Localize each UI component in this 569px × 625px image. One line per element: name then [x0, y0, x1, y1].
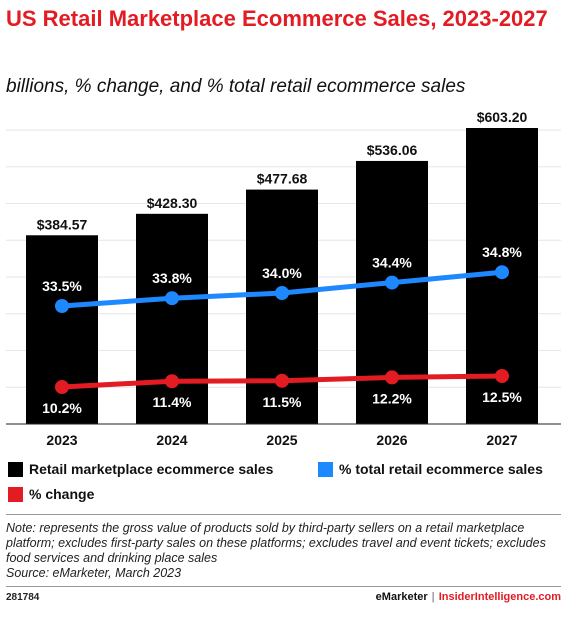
share-point: [385, 275, 399, 290]
change-label: 10.2%: [42, 400, 82, 416]
change-label: 11.4%: [153, 394, 192, 410]
change-label: 12.2%: [372, 390, 412, 406]
x-tick-label: 2025: [266, 432, 297, 448]
legend-swatch-sales: [8, 461, 23, 477]
x-tick-label: 2023: [46, 432, 77, 448]
change-point: [385, 370, 399, 385]
legend-item-sales: Retail marketplace ecommerce sales: [8, 461, 273, 477]
share-label: 33.8%: [152, 270, 192, 286]
change-label: 12.5%: [482, 389, 522, 405]
share-label: 33.5%: [42, 278, 82, 294]
bar-2026: [356, 160, 428, 424]
bar-value-label: $384.57: [37, 216, 88, 232]
note-text: Note: represents the gross value of prod…: [6, 521, 546, 565]
share-point: [495, 265, 509, 280]
chart-id: 281784: [6, 592, 40, 603]
chart-plot: $384.57 $428.30 $477.68 $536.06 $603.20 33.5%…: [6, 109, 561, 448]
divider-top: [6, 514, 561, 515]
chart-note: Note: represents the gross value of prod…: [6, 521, 561, 581]
legend-label-share: % total retail ecommerce sales: [339, 461, 543, 477]
legend-item-change: % change: [8, 486, 94, 502]
change-point: [165, 374, 179, 389]
bar-2023: [26, 235, 98, 424]
change-point: [275, 373, 289, 388]
bar-2025: [246, 189, 318, 424]
divider-bottom: [6, 586, 561, 587]
source-text: Source: eMarketer, March 2023: [6, 566, 182, 580]
footer-brand[interactable]: eMarketer | InsiderIntelligence.com: [376, 591, 561, 603]
bar-value-label: $536.06: [367, 142, 418, 158]
legend-item-share: % total retail ecommerce sales: [318, 461, 543, 477]
x-tick-label: 2024: [156, 432, 187, 448]
legend-swatch-change: [8, 486, 23, 502]
change-point: [495, 368, 509, 383]
share-label: 34.8%: [482, 244, 522, 260]
legend-swatch-share: [318, 461, 333, 477]
bar-value-label: $477.68: [257, 171, 308, 187]
brand-separator: |: [431, 591, 435, 603]
bar-value-label: $428.30: [147, 195, 198, 211]
chart-title: US Retail Marketplace Ecommerce Sales, 2…: [6, 6, 548, 31]
x-tick-label: 2027: [486, 432, 517, 448]
legend-label-change: % change: [29, 486, 95, 502]
share-label: 34.0%: [262, 265, 302, 281]
share-point: [55, 299, 69, 313]
brand-insider-link[interactable]: InsiderIntelligence.com: [438, 591, 561, 603]
chart-subtitle: billions, % change, and % total retail e…: [6, 76, 466, 97]
change-label: 11.5%: [263, 394, 302, 410]
legend-label-sales: Retail marketplace ecommerce sales: [29, 461, 274, 477]
share-point: [165, 291, 179, 306]
change-point: [55, 380, 69, 394]
x-tick-label: 2026: [376, 432, 407, 448]
bar-2024: [136, 213, 208, 424]
share-point: [275, 286, 289, 300]
bar-value-label: $603.20: [477, 109, 528, 125]
brand-emarketer: eMarketer: [375, 591, 428, 603]
share-label: 34.4%: [372, 255, 412, 271]
